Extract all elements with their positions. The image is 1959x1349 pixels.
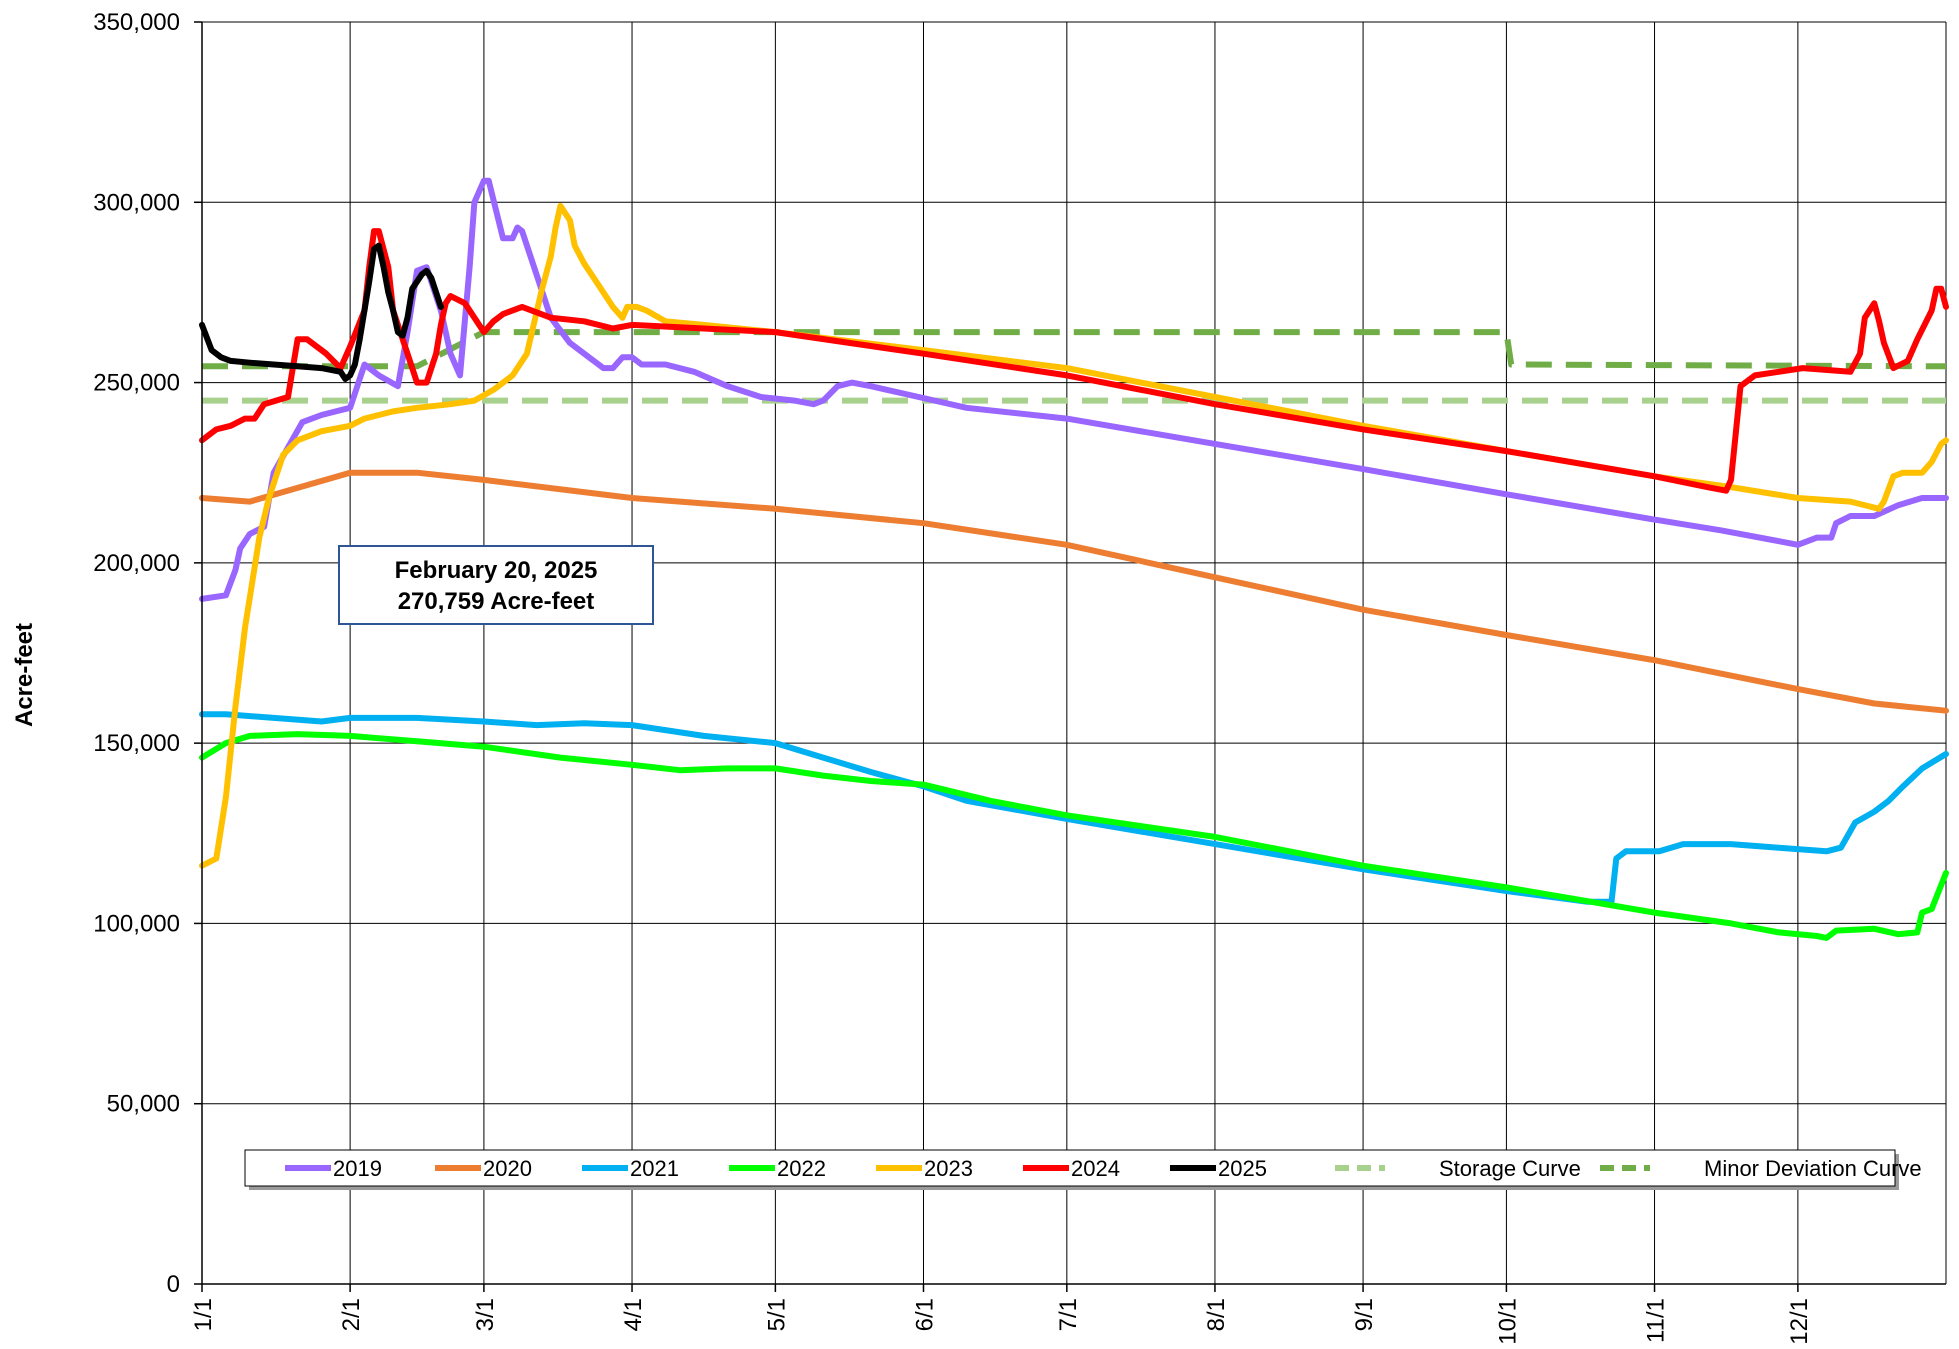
x-tick-label: 10/1 <box>1494 1298 1521 1345</box>
y-tick-label: 150,000 <box>93 730 180 757</box>
x-tick-label: 11/1 <box>1643 1298 1670 1343</box>
y-tick-label: 100,000 <box>93 910 180 937</box>
x-tick-label: 1/1 <box>190 1298 217 1331</box>
series-line-2021 <box>199 711 1949 905</box>
grid <box>202 21 1947 1284</box>
y-tick-label: 200,000 <box>93 550 180 577</box>
x-tick-label: 12/1 <box>1786 1298 1813 1345</box>
y-tick-label: 50,000 <box>107 1091 180 1118</box>
legend-label: 2025 <box>1218 1156 1267 1181</box>
series-line-2025 <box>199 242 444 382</box>
x-tick-label: 4/1 <box>620 1298 647 1331</box>
y-tick-label: 0 <box>167 1271 180 1298</box>
x-axis-ticks: 1/1 2/1 3/1 4/1 5/1 6/1 7/1 8/1 9/1 10/1 11/1 12/1 <box>190 1298 1813 1345</box>
legend-label: 2024 <box>1071 1156 1120 1181</box>
x-tick-label: 3/1 <box>472 1298 499 1331</box>
series-line-2022 <box>199 731 1949 941</box>
x-tick-label: 9/1 <box>1351 1298 1378 1331</box>
x-tick-label: 7/1 <box>1055 1298 1082 1331</box>
x-tick-label: 6/1 <box>911 1298 938 1331</box>
y-tick-label: 300,000 <box>93 189 180 216</box>
legend-label: 2019 <box>333 1156 382 1181</box>
x-tick-label: 8/1 <box>1203 1298 1230 1331</box>
legend-label: 2020 <box>483 1156 532 1181</box>
date-value-callout: February 20, 2025 270,759 Acre-feet <box>338 545 654 625</box>
legend-box <box>244 1149 1896 1187</box>
series-line-2019 <box>199 177 1949 602</box>
y-tick-label: 350,000 <box>93 9 180 36</box>
legend-label: 2022 <box>777 1156 826 1181</box>
callout-date: February 20, 2025 <box>394 557 598 584</box>
series-line-minor-deviation-curve <box>202 329 1947 370</box>
legend-label: Minor Deviation Curve <box>1704 1156 1922 1181</box>
series-line-2024 <box>199 228 1949 494</box>
legend-label: Storage Curve <box>1439 1156 1581 1181</box>
series-layer <box>199 177 1949 941</box>
legend: 2019 2020 2021 2022 2023 2024 2025 Storage Curv… <box>244 1149 1922 1190</box>
y-axis-ticks: 0 50,000 100,000 150,000 200,000 250,000 300,0… <box>93 9 180 1298</box>
legend-label: 2021 <box>630 1156 679 1181</box>
series-line-2020 <box>199 469 1949 714</box>
callout-value: 270,759 Acre-feet <box>397 588 595 615</box>
series-line-2023 <box>199 202 1949 869</box>
axes <box>194 21 1946 1292</box>
y-axis-label: Acre-feet <box>11 623 38 727</box>
x-tick-label: 2/1 <box>338 1298 365 1331</box>
x-tick-label: 5/1 <box>763 1298 790 1331</box>
y-tick-label: 250,000 <box>93 370 180 397</box>
legend-label: 2023 <box>924 1156 973 1181</box>
